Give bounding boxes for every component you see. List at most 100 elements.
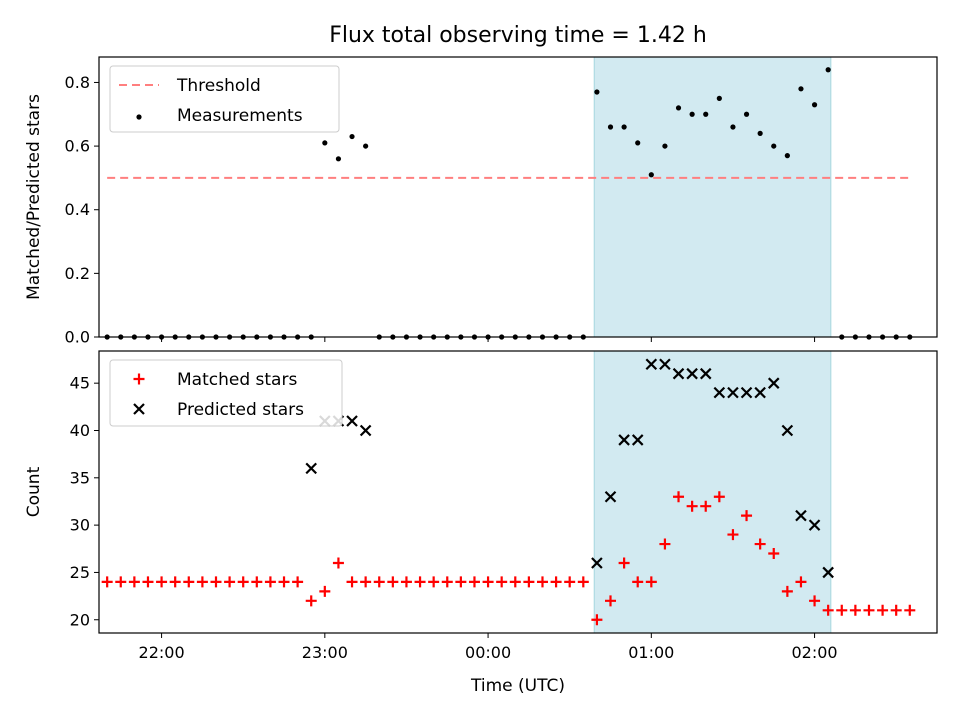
matched-stars-point xyxy=(292,576,304,588)
matched-stars-point xyxy=(659,538,671,550)
observing-window-shade xyxy=(593,56,832,338)
measurement-point xyxy=(594,89,600,95)
matched-stars-point xyxy=(645,576,657,588)
predicted-stars-point xyxy=(672,367,685,380)
axes-frame xyxy=(98,350,938,634)
y-tick-label: 30 xyxy=(70,516,90,535)
predicted-stars-point xyxy=(795,509,807,522)
matched-stars-point xyxy=(700,500,712,512)
matched-stars-point xyxy=(183,576,195,588)
legend: Matched stars Predicted stars xyxy=(109,359,343,427)
x-tick-label: 02:00 xyxy=(792,643,838,662)
matched-stars-point xyxy=(346,576,358,588)
predicted-stars-point xyxy=(727,386,739,399)
matched-stars-point xyxy=(795,576,807,588)
predicted-stars-point xyxy=(822,566,834,579)
matched-stars-point xyxy=(727,529,739,541)
matched-stars-point xyxy=(849,604,861,616)
matched-stars-point xyxy=(863,604,875,616)
legend-predicted-swatch xyxy=(133,403,145,415)
x-tick-label: 01:00 xyxy=(628,643,674,662)
matched-stars-point xyxy=(278,576,290,588)
matched-stars-point xyxy=(373,576,385,588)
measurement-point xyxy=(322,140,328,146)
predicted-stars-point xyxy=(604,490,617,503)
y-tick-label: 20 xyxy=(70,610,90,629)
y-axis-label: Count xyxy=(24,466,44,517)
matched-stars-point xyxy=(632,576,644,588)
y-tick-label: 0.6 xyxy=(65,137,90,156)
chart-title: Flux total observing time = 1.42 h xyxy=(329,23,707,48)
measurement-point xyxy=(662,143,668,149)
predicted-stars-point xyxy=(713,386,726,399)
matched-stars-point xyxy=(251,576,263,588)
matched-stars-point xyxy=(441,576,453,588)
matched-stars-point xyxy=(591,614,603,626)
predicted-stars-point xyxy=(740,386,753,399)
matched-stars-point xyxy=(305,595,317,607)
predicted-stars-point xyxy=(631,434,644,446)
matched-stars-point xyxy=(536,576,548,588)
matched-stars-point xyxy=(577,576,589,588)
matched-stars-point xyxy=(128,576,140,588)
matched-stars-point xyxy=(550,576,562,588)
measurement-point xyxy=(757,130,763,136)
y-axis-label: Matched/Predicted stars xyxy=(24,94,44,300)
measurement-point xyxy=(703,111,709,117)
y-tick-label: 25 xyxy=(70,563,90,582)
legend-matched-swatch xyxy=(133,373,145,385)
legend-box xyxy=(109,359,343,427)
matched-stars-point xyxy=(264,576,276,588)
matched-stars-point xyxy=(468,576,480,588)
predicted-stars-point xyxy=(591,557,603,569)
measurement-point xyxy=(811,102,818,108)
matched-stars-point xyxy=(904,604,916,616)
legend-label: Matched stars xyxy=(177,370,297,390)
predicted-stars-point xyxy=(346,415,358,427)
measurement-point xyxy=(648,172,654,178)
measurement-point xyxy=(716,95,722,101)
matched-stars-point xyxy=(237,576,249,588)
matched-stars-point xyxy=(169,576,181,588)
predicted-stars-point xyxy=(645,358,658,371)
measurement-point xyxy=(798,86,804,92)
legend: Threshold Measurements xyxy=(109,65,340,133)
matched-stars-point xyxy=(196,576,208,588)
x-axis-label: Time (UTC) xyxy=(470,676,565,696)
predicted-stars-point xyxy=(686,367,698,380)
matched-stars-point xyxy=(822,604,834,616)
matched-stars-point xyxy=(115,576,127,588)
axes-frame xyxy=(98,56,938,338)
panel-ratio: 0.0 0.2 0.4 0.6 0.8 Matched/Predicted stars Th… xyxy=(24,56,938,347)
matched-stars-point xyxy=(400,576,412,588)
x-tick-label: 22:00 xyxy=(139,643,185,662)
predicted-stars-point xyxy=(767,377,780,389)
matched-stars-point xyxy=(224,576,236,588)
legend-label: Threshold xyxy=(176,76,261,96)
matched-stars-point xyxy=(781,585,793,597)
matched-stars-point xyxy=(673,491,685,503)
x-tick-label: 00:00 xyxy=(465,643,511,662)
measurement-point xyxy=(621,124,627,130)
measurement-point xyxy=(825,67,831,73)
matched-stars-point xyxy=(360,576,372,588)
matched-stars-point xyxy=(387,576,399,588)
measurement-point xyxy=(635,140,641,146)
matched-stars-point xyxy=(836,604,848,616)
predicted-stars-point xyxy=(659,358,671,371)
matched-stars-point xyxy=(332,557,344,569)
predicted-stars-point xyxy=(699,367,712,380)
measurement-point xyxy=(784,153,790,159)
measurement-point xyxy=(607,124,614,130)
matched-stars-point xyxy=(523,576,535,588)
matched-stars-point xyxy=(890,604,902,616)
matched-stars-point xyxy=(754,538,766,550)
matched-stars-point xyxy=(741,510,753,522)
matched-stars-point xyxy=(101,576,113,588)
predicted-stars-point xyxy=(618,434,630,446)
measurement-point xyxy=(771,143,777,149)
predicted-stars-point xyxy=(359,424,372,437)
measurement-point xyxy=(349,133,355,140)
y-tick-label: 40 xyxy=(70,421,90,440)
